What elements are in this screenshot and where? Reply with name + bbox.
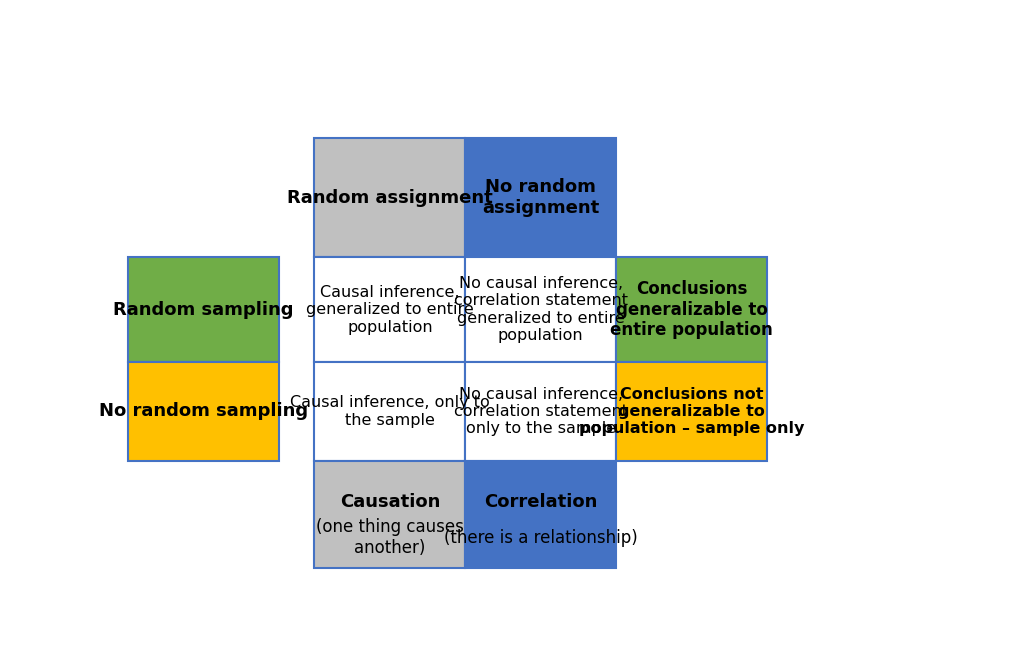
Text: Causal inference, only to
the sample: Causal inference, only to the sample: [290, 395, 489, 428]
Bar: [128, 257, 279, 362]
Bar: [465, 138, 616, 258]
Bar: [465, 257, 616, 362]
Text: Conclusions
generalizable to
entire population: Conclusions generalizable to entire popu…: [610, 280, 773, 340]
Text: No random sampling: No random sampling: [99, 403, 308, 420]
Text: Random assignment: Random assignment: [287, 188, 493, 207]
Bar: [465, 362, 616, 461]
Bar: [616, 257, 767, 362]
Bar: [128, 362, 279, 461]
Text: No causal inference,
correlation statement
generalized to entire
population: No causal inference, correlation stateme…: [454, 276, 628, 343]
Bar: [314, 138, 465, 258]
Text: Random sampling: Random sampling: [113, 301, 294, 319]
Text: No random
assignment: No random assignment: [482, 178, 599, 217]
Text: (one thing causes
another): (one thing causes another): [316, 498, 464, 557]
Text: Causal inference,
generalized to entire
population: Causal inference, generalized to entire …: [306, 285, 474, 334]
Text: Conclusions not
generalizable to
population – sample only: Conclusions not generalizable to populat…: [579, 387, 804, 436]
Bar: [465, 461, 616, 568]
Bar: [616, 362, 767, 461]
Text: Causation: Causation: [340, 492, 440, 511]
Text: Correlation: Correlation: [484, 492, 597, 511]
Text: No causal inference,
correlation statement
only to the sample: No causal inference, correlation stateme…: [454, 387, 628, 436]
Bar: [314, 461, 465, 568]
Bar: [314, 362, 465, 461]
Bar: [314, 257, 465, 362]
Text: (there is a relationship): (there is a relationship): [443, 508, 638, 547]
